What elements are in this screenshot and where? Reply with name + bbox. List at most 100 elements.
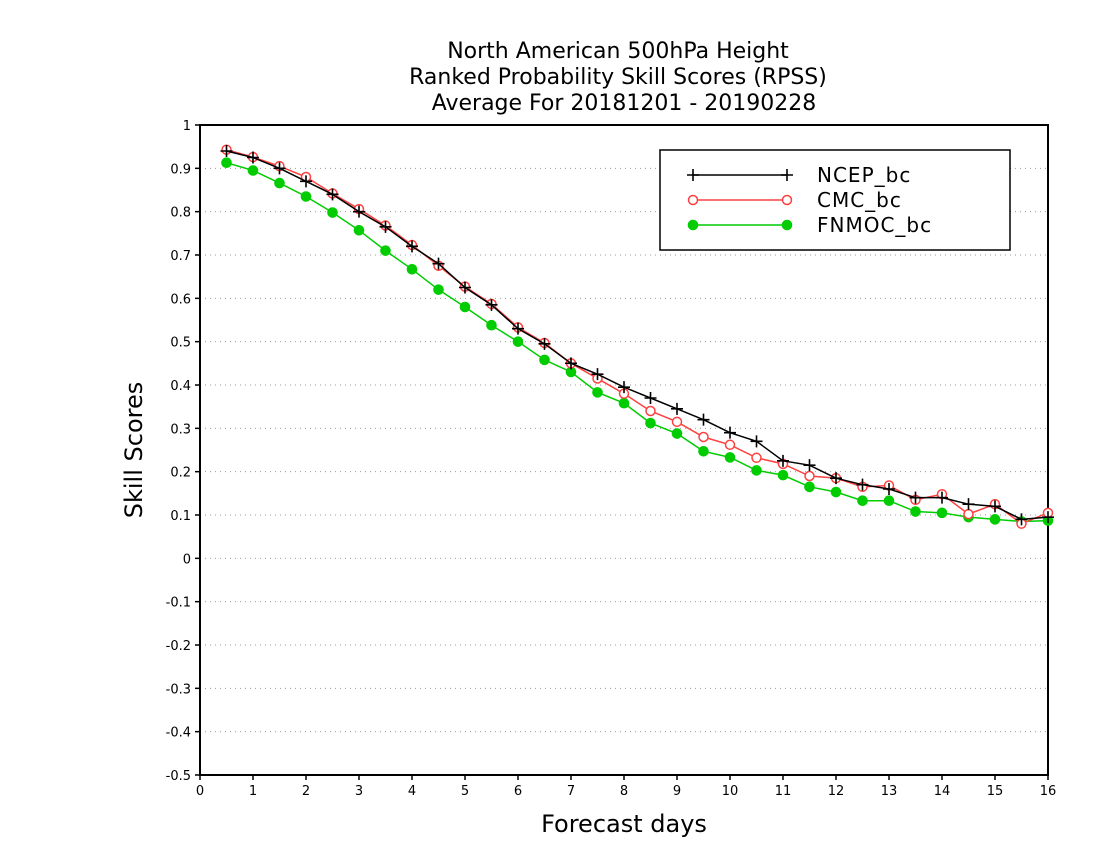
x-tick-label: 2 <box>302 784 310 799</box>
y-tick-label: -0.5 <box>166 769 191 784</box>
y-tick-label: 1 <box>183 119 191 134</box>
y-tick-label: -0.3 <box>166 682 191 697</box>
data-point-fnmoc-bc <box>221 157 232 168</box>
data-point-ncep-bc <box>830 472 842 485</box>
data-point-ncep-bc <box>273 162 286 175</box>
data-point-fnmoc-bc <box>539 354 550 366</box>
data-point-ncep-bc <box>697 413 710 426</box>
data-point-ncep-bc <box>989 500 1001 513</box>
data-point-cmc-bc <box>751 452 762 464</box>
data-point-cmc-bc <box>724 439 736 451</box>
data-point-ncep-bc <box>406 240 418 253</box>
data-point-ncep-bc <box>353 205 365 218</box>
y-tick-label: 0.7 <box>170 249 191 264</box>
data-point-fnmoc-bc <box>459 301 471 313</box>
data-point-ncep-bc <box>856 478 869 491</box>
legend-marker <box>781 169 793 181</box>
x-tick-label: 1 <box>249 784 257 799</box>
data-point-fnmoc-bc <box>883 495 895 507</box>
data-point-fnmoc-bc <box>327 207 338 218</box>
legend-entry-cmc-bc: CMC_bc <box>687 188 902 212</box>
x-tick-label: 9 <box>673 784 681 799</box>
data-point-ncep-bc <box>485 298 498 311</box>
y-tick-label: -0.4 <box>166 726 191 741</box>
legend-marker <box>781 194 793 206</box>
data-point-ncep-bc <box>644 392 657 404</box>
x-tick-label: 4 <box>408 784 416 799</box>
y-tick-label: 0.6 <box>170 292 191 307</box>
data-point-fnmoc-bc <box>671 428 683 439</box>
title-line-1: North American 500hPa Height <box>447 39 789 64</box>
data-point-fnmoc-bc <box>618 397 630 409</box>
data-point-ncep-bc <box>300 175 312 188</box>
data-point-ncep-bc <box>962 498 975 511</box>
data-point-fnmoc-bc <box>353 225 365 236</box>
data-point-ncep-bc <box>883 483 895 495</box>
data-point-cmc-bc <box>671 416 683 428</box>
data-point-fnmoc-bc <box>274 177 285 189</box>
legend-label: NCEP_bc <box>817 163 911 187</box>
data-point-fnmoc-bc <box>698 446 709 457</box>
y-tick-label: 0.9 <box>170 162 191 177</box>
x-tick-label: 13 <box>881 784 898 799</box>
legend-marker <box>687 219 699 231</box>
data-point-fnmoc-bc <box>300 191 312 202</box>
data-point-ncep-bc <box>326 188 339 201</box>
x-tick-label: 6 <box>514 784 522 799</box>
data-point-fnmoc-bc <box>910 506 921 517</box>
series-fnmoc-bc <box>221 157 1054 527</box>
y-tick-label: 0.3 <box>170 422 191 437</box>
data-point-fnmoc-bc <box>804 481 815 493</box>
data-point-ncep-bc <box>432 257 445 270</box>
axes: 1 0.9 0.8 0.7 0.6 0.5 0.4 0.3 0.2 0.1 0 -0.1 -0.2 -0.… <box>166 119 1057 799</box>
x-tick-label: 0 <box>196 784 204 799</box>
data-point-fnmoc-bc <box>989 514 1001 525</box>
chart-title: North American 500hPa Height Ranked Prob… <box>409 39 827 116</box>
legend-entry-fnmoc-bc: FNMOC_bc <box>687 213 931 237</box>
data-point-fnmoc-bc <box>830 486 842 498</box>
y-tick-label: 0.1 <box>170 509 191 524</box>
data-point-cmc-bc <box>804 470 815 482</box>
legend-label: CMC_bc <box>817 188 902 212</box>
data-point-ncep-bc <box>1015 513 1028 526</box>
data-point-fnmoc-bc <box>247 165 259 176</box>
data-point-cmc-bc <box>698 431 709 443</box>
data-point-ncep-bc <box>538 337 551 350</box>
x-tick-label: 5 <box>461 784 469 799</box>
data-point-fnmoc-bc <box>406 264 418 275</box>
y-tick-label: -0.2 <box>166 639 191 654</box>
legend-marker <box>687 194 699 206</box>
data-point-fnmoc-bc <box>724 452 736 463</box>
data-point-ncep-bc <box>803 459 816 472</box>
y-tick-label: 0.2 <box>170 466 191 481</box>
data-point-fnmoc-bc <box>777 469 789 481</box>
data-point-cmc-bc <box>645 405 656 417</box>
data-point-fnmoc-bc <box>486 319 497 331</box>
y-tick-label: 0.5 <box>170 336 191 351</box>
x-tick-label: 8 <box>620 784 628 799</box>
x-tick-label: 11 <box>775 784 792 799</box>
x-tick-label: 12 <box>828 784 845 799</box>
x-tick-label: 7 <box>567 784 575 799</box>
legend-entry-ncep-bc: NCEP_bc <box>687 163 911 187</box>
data-point-fnmoc-bc <box>936 507 948 519</box>
series-layer <box>220 144 1054 529</box>
y-tick-label: 0.8 <box>170 206 191 221</box>
data-point-ncep-bc <box>220 145 233 157</box>
data-point-ncep-bc <box>618 381 630 394</box>
data-point-ncep-bc <box>724 426 736 439</box>
data-point-fnmoc-bc <box>857 495 868 507</box>
data-point-ncep-bc <box>247 151 259 164</box>
data-point-ncep-bc <box>565 357 577 370</box>
data-point-ncep-bc <box>459 281 471 294</box>
y-axis-label: Skill Scores <box>120 382 148 519</box>
series-ncep-bc <box>220 145 1054 526</box>
y-tick-label: 0 <box>183 552 191 567</box>
y-tick-label: -0.1 <box>166 596 191 611</box>
data-point-fnmoc-bc <box>751 465 762 476</box>
y-tick-label: 0.4 <box>170 379 191 394</box>
x-tick-label: 3 <box>355 784 363 799</box>
data-point-ncep-bc <box>936 491 948 504</box>
x-tick-label: 14 <box>934 784 951 799</box>
